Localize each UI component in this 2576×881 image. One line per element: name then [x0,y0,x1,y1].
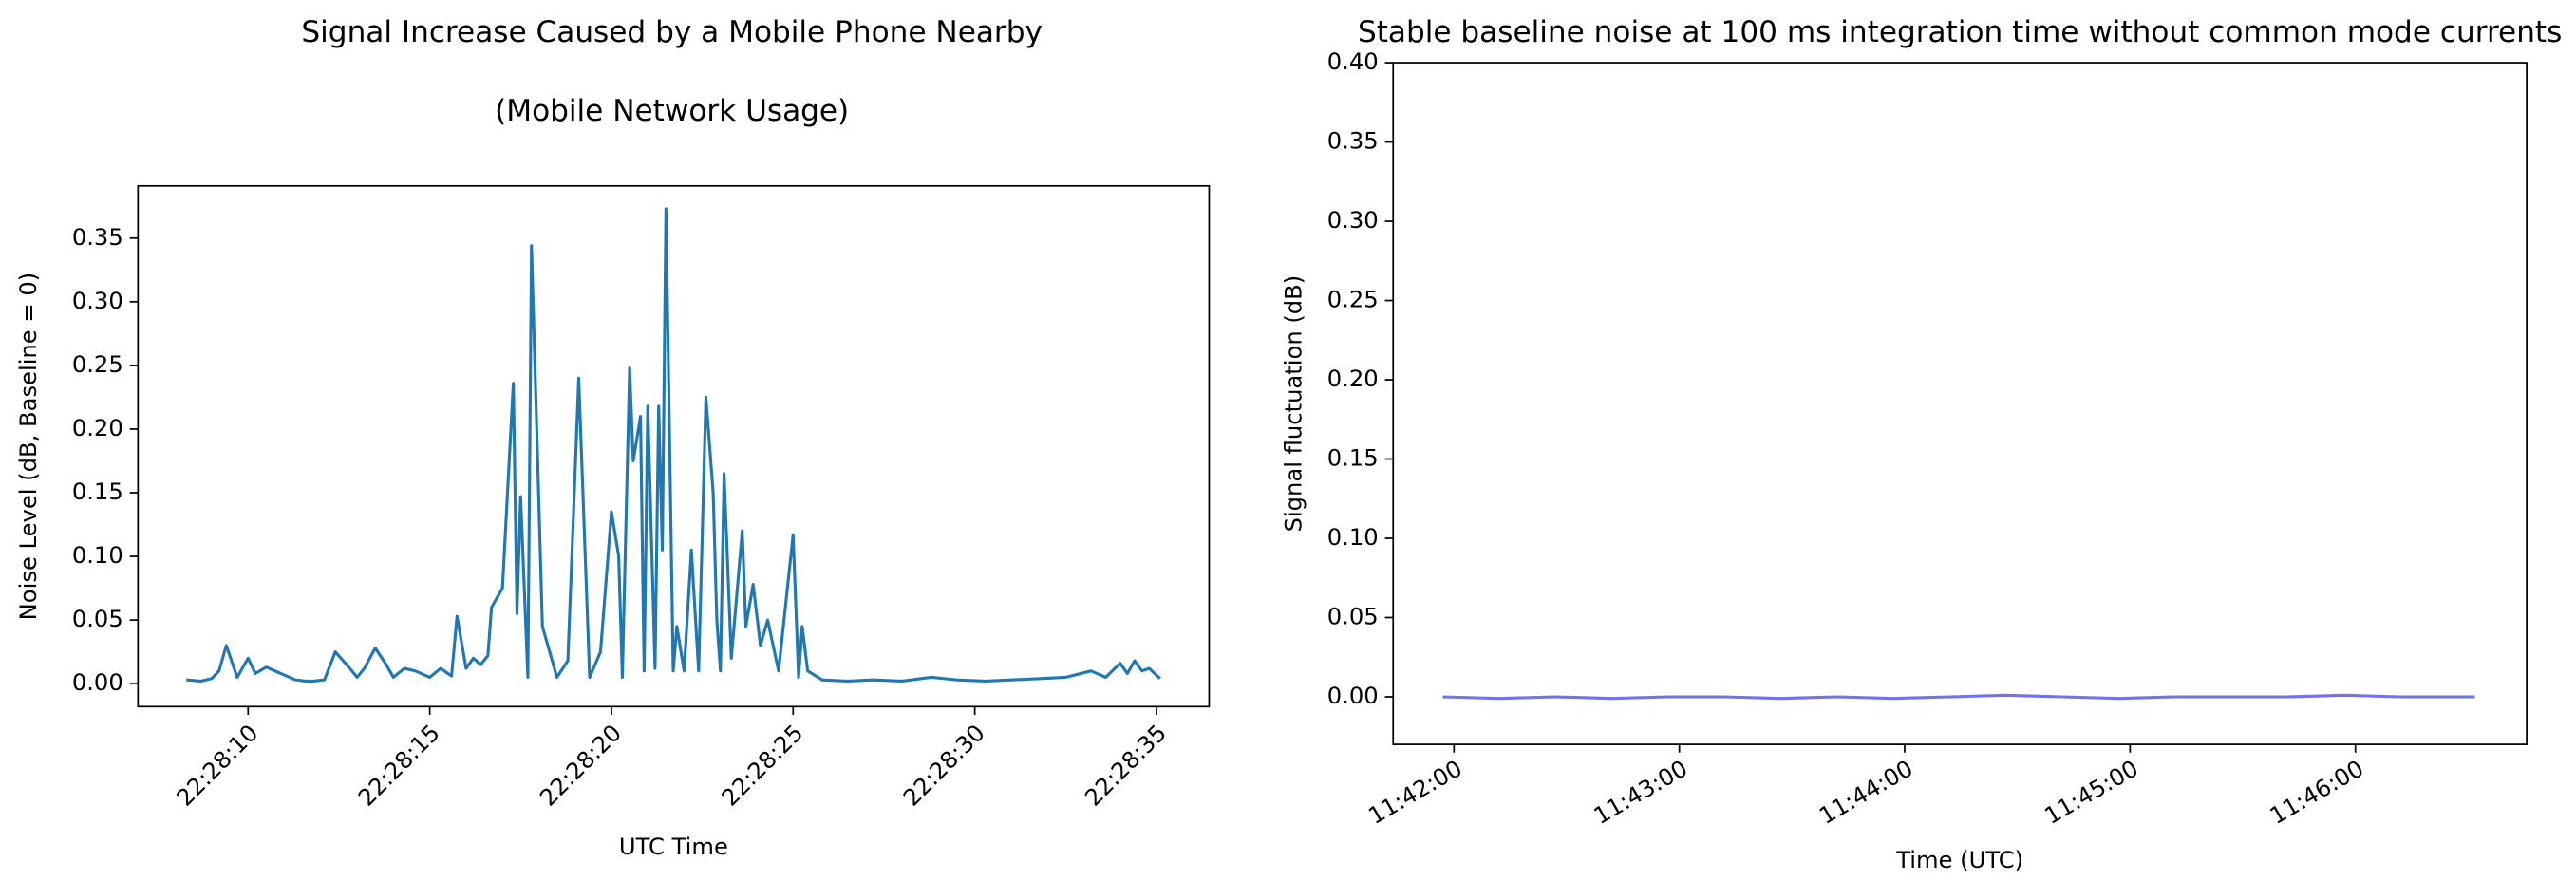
plot-frame [137,184,1211,708]
x-tick-label: 22:28:15 [353,720,445,812]
chart-title: Stable baseline noise at 100 ms integrat… [1358,15,2562,49]
x-axis-label: UTC Time [619,834,728,860]
y-tick-label: 0.20 [72,415,123,441]
y-tick-label: 0.05 [72,606,123,632]
y-tick-label: 0.25 [1327,287,1379,313]
y-tick-label: 0.40 [1327,48,1379,75]
y-tick-label: 0.25 [72,351,123,378]
data-line [186,207,1161,684]
y-tick-label: 0.10 [72,542,123,569]
y-axis-label: Signal fluctuation (dB) [1280,275,1307,533]
x-axis-label: Time (UTC) [1895,847,2023,873]
chart-subtitle: (Mobile Network Usage) [495,94,849,128]
x-tick-label: 11:42:00 [1364,755,1467,830]
x-tick-label: 22:28:10 [172,720,264,812]
x-tick-label: 22:28:30 [898,720,990,812]
y-axis-label: Noise Level (dB, Baseline = 0) [15,272,42,621]
data-line [1442,693,2475,701]
x-tick-label: 11:44:00 [1814,755,1917,830]
x-tick-label: 11:45:00 [2040,755,2143,830]
plot-frame [1392,62,2528,745]
y-tick-label: 0.30 [1327,207,1379,234]
chart-title: Signal Increase Caused by a Mobile Phone… [301,15,1042,49]
y-tick-label: 0.20 [1327,366,1379,392]
x-tick-label: 11:43:00 [1589,755,1692,830]
y-tick-label: 0.30 [72,288,123,314]
y-tick-label: 0.35 [72,224,123,251]
y-tick-label: 0.35 [1327,128,1379,155]
y-tick-label: 0.00 [72,669,123,696]
x-tick-label: 22:28:20 [535,720,627,812]
y-tick-label: 0.15 [1327,445,1379,472]
x-tick-label: 11:46:00 [2266,755,2368,830]
y-tick-label: 0.10 [1327,524,1379,551]
x-tick-label: 22:28:25 [717,720,809,812]
y-tick-label: 0.00 [1327,683,1379,709]
y-tick-label: 0.15 [72,478,123,505]
x-tick-label: 22:28:35 [1080,720,1172,812]
y-tick-label: 0.05 [1327,604,1379,630]
